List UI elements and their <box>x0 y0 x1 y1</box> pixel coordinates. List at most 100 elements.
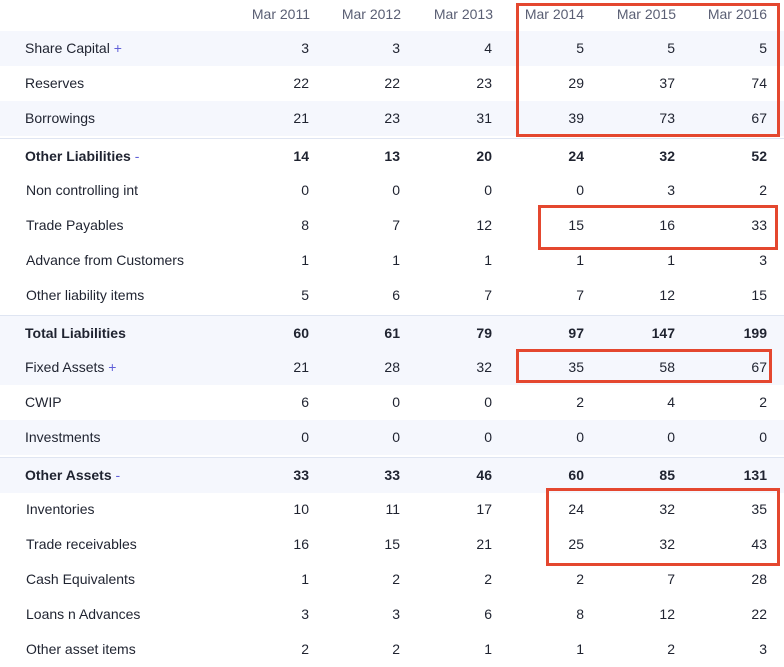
table-cell-share-capital-2016: 5 <box>759 40 767 56</box>
table-cell-loans-n-advances-2012: 3 <box>392 606 400 622</box>
table-cell-cash-equivalents-2014: 2 <box>576 571 584 587</box>
row-label-advance-from-customers: Advance from Customers <box>26 252 184 268</box>
table-cell-other-liability-items-2012: 6 <box>392 287 400 303</box>
table-cell-borrowings-2014: 39 <box>568 110 584 126</box>
table-cell-advance-from-customers-2015: 1 <box>667 252 675 268</box>
table-cell-non-controlling-int-2011: 0 <box>301 182 309 198</box>
table-cell-other-liability-items-2013: 7 <box>484 287 492 303</box>
table-row-trade-receivables: Trade receivables 16 15 21 25 32 43 <box>0 527 784 562</box>
table-header: Mar 2011 Mar 2012 Mar 2013 Mar 2014 Mar … <box>0 0 784 30</box>
table-cell-reserves-2015: 37 <box>659 75 675 91</box>
table-row-other-assets[interactable]: Other Assets - 33 33 46 60 85 131 <box>0 457 784 493</box>
column-header-mar-2015: Mar 2015 <box>616 6 676 22</box>
table-row-borrowings: Borrowings 21 23 31 39 73 67 <box>0 101 784 136</box>
table-cell-share-capital-2011: 3 <box>301 40 309 56</box>
row-label-text: Other Liabilities <box>25 148 131 164</box>
table-cell-loans-n-advances-2015: 12 <box>659 606 675 622</box>
table-cell-share-capital-2012: 3 <box>392 40 400 56</box>
table-cell-other-asset-items-2011: 2 <box>301 641 309 657</box>
table-cell-other-asset-items-2016: 3 <box>759 641 767 657</box>
table-cell-fixed-assets-2012: 28 <box>384 359 400 375</box>
table-cell-advance-from-customers-2016: 3 <box>759 252 767 268</box>
table-row-non-controlling-int: Non controlling int 0 0 0 0 3 2 <box>0 173 784 208</box>
table-cell-cwip-2012: 0 <box>392 394 400 410</box>
table-cell-cwip-2013: 0 <box>484 394 492 410</box>
row-label-text: Fixed Assets <box>25 359 105 375</box>
row-label-text: Cash Equivalents <box>26 571 135 587</box>
row-label-trade-payables: Trade Payables <box>26 217 124 233</box>
row-label-borrowings: Borrowings <box>25 110 95 126</box>
table-row-total-liabilities: Total Liabilities 60 61 79 97 147 199 <box>0 315 784 351</box>
collapse-toggle[interactable]: - <box>115 467 121 483</box>
table-cell-cash-equivalents-2011: 1 <box>301 571 309 587</box>
row-label-share-capital[interactable]: Share Capital + <box>25 40 122 56</box>
row-label-text: CWIP <box>25 394 62 410</box>
table-row-fixed-assets[interactable]: Fixed Assets +21 28 32 35 58 67 <box>0 350 784 385</box>
row-label-loans-n-advances: Loans n Advances <box>26 606 140 622</box>
table-cell-cwip-2015: 4 <box>667 394 675 410</box>
table-cell-fixed-assets-2013: 32 <box>476 359 492 375</box>
table-row-investments: Investments 0 0 0 0 0 0 <box>0 420 784 455</box>
table-cell-cwip-2011: 6 <box>301 394 309 410</box>
row-label-fixed-assets[interactable]: Fixed Assets + <box>25 359 116 375</box>
table-cell-other-assets-2014: 60 <box>568 467 584 483</box>
table-row-reserves: Reserves 22 22 23 29 37 74 <box>0 66 784 101</box>
row-label-text: Share Capital <box>25 40 110 56</box>
table-cell-borrowings-2013: 31 <box>476 110 492 126</box>
table-cell-trade-payables-2013: 12 <box>476 217 492 233</box>
table-row-share-capital[interactable]: Share Capital +3 3 4 5 5 5 <box>0 31 784 66</box>
table-cell-reserves-2014: 29 <box>568 75 584 91</box>
row-label-text: Inventories <box>26 501 95 517</box>
table-cell-borrowings-2015: 73 <box>659 110 675 126</box>
table-cell-advance-from-customers-2012: 1 <box>392 252 400 268</box>
column-header-mar-2013: Mar 2013 <box>433 6 493 22</box>
table-cell-borrowings-2012: 23 <box>384 110 400 126</box>
row-label-text: Trade receivables <box>26 536 137 552</box>
table-row-other-liabilities[interactable]: Other Liabilities - 14 13 20 24 32 52 <box>0 138 784 174</box>
table-cell-inventories-2016: 35 <box>751 501 767 517</box>
table-cell-investments-2014: 0 <box>576 429 584 445</box>
table-cell-total-liabilities-2011: 60 <box>293 325 309 341</box>
table-cell-non-controlling-int-2015: 3 <box>667 182 675 198</box>
table-cell-trade-receivables-2011: 16 <box>293 536 309 552</box>
row-label-investments: Investments <box>25 429 100 445</box>
table-cell-other-assets-2013: 46 <box>476 467 492 483</box>
row-label-text: Borrowings <box>25 110 96 126</box>
table-cell-other-liabilities-2013: 20 <box>476 148 492 164</box>
row-label-text: Advance from Customers <box>26 252 184 268</box>
table-cell-inventories-2011: 10 <box>293 501 309 517</box>
table-cell-advance-from-customers-2011: 1 <box>301 252 309 268</box>
row-label-other-liabilities[interactable]: Other Liabilities - <box>25 148 139 164</box>
expand-toggle[interactable]: + <box>113 40 122 56</box>
table-cell-non-controlling-int-2016: 2 <box>759 182 767 198</box>
table-row-cwip: CWIP 6 0 0 2 4 2 <box>0 385 784 420</box>
table-cell-other-liabilities-2015: 32 <box>659 148 675 164</box>
row-label-other-assets[interactable]: Other Assets - <box>25 467 120 483</box>
table-cell-non-controlling-int-2012: 0 <box>392 182 400 198</box>
table-cell-investments-2013: 0 <box>484 429 492 445</box>
table-cell-other-assets-2016: 131 <box>743 467 767 483</box>
table-cell-reserves-2013: 23 <box>476 75 492 91</box>
table-cell-inventories-2012: 11 <box>385 501 400 517</box>
table-cell-non-controlling-int-2014: 0 <box>576 182 584 198</box>
table-cell-investments-2016: 0 <box>759 429 767 445</box>
table-cell-other-liabilities-2011: 14 <box>293 148 309 164</box>
table-cell-other-assets-2012: 33 <box>384 467 400 483</box>
column-header-mar-2014: Mar 2014 <box>524 6 584 22</box>
column-header-mar-2012: Mar 2012 <box>341 6 401 22</box>
row-label-text: Reserves <box>25 75 85 91</box>
table-cell-total-liabilities-2016: 199 <box>743 325 767 341</box>
table-cell-non-controlling-int-2013: 0 <box>484 182 492 198</box>
table-cell-loans-n-advances-2013: 6 <box>484 606 492 622</box>
table-cell-other-assets-2015: 85 <box>659 467 675 483</box>
table-cell-investments-2015: 0 <box>667 429 675 445</box>
row-label-trade-receivables: Trade receivables <box>26 536 137 552</box>
table-cell-other-asset-items-2012: 2 <box>392 641 400 657</box>
table-row-other-asset-items: Other asset items 2 2 1 1 2 3 <box>0 632 784 667</box>
expand-toggle[interactable]: + <box>108 359 117 375</box>
table-cell-loans-n-advances-2014: 8 <box>576 606 584 622</box>
table-cell-other-liability-items-2011: 5 <box>301 287 309 303</box>
row-label-text: Investments <box>25 429 101 445</box>
collapse-toggle[interactable]: - <box>134 148 140 164</box>
table-cell-total-liabilities-2012: 61 <box>384 325 400 341</box>
